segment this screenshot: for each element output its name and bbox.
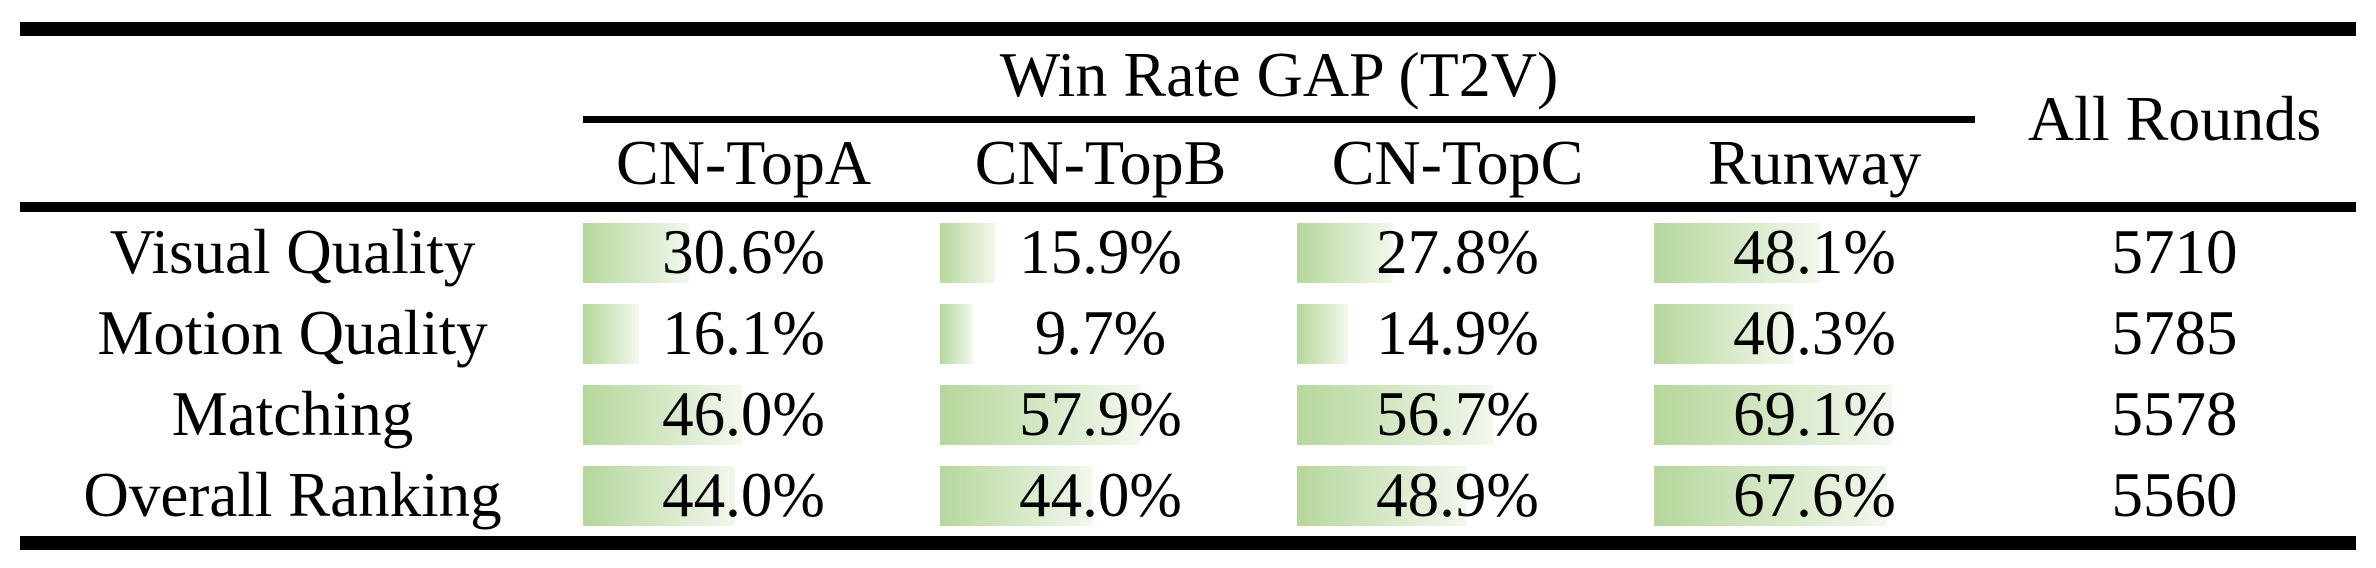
table-bottom-rule <box>20 536 2356 550</box>
table-cell: 40.3% <box>1636 293 1993 374</box>
column-header-cn-topb: CN-TopB <box>974 126 1227 198</box>
data-bar <box>1297 465 1466 526</box>
data-bar <box>583 384 742 445</box>
cell-value: 16.1% <box>662 298 825 368</box>
table-cell: 48.1% <box>1636 212 1993 293</box>
table-cell: 56.7% <box>1279 374 1636 455</box>
data-bar <box>1654 465 1888 526</box>
all-rounds-cell: 5785 <box>1993 293 2356 374</box>
group-header-underline <box>583 116 1975 123</box>
group-header-title: Win Rate GAP (T2V) <box>999 39 1559 110</box>
table-cell: 69.1% <box>1636 374 1993 455</box>
table-cell: 44.0% <box>922 455 1279 536</box>
cell-value: 5710 <box>2111 217 2238 287</box>
table-cell: 46.0% <box>565 374 922 455</box>
table-cell: 44.0% <box>565 455 922 536</box>
table-cell: 14.9% <box>1279 293 1636 374</box>
cell-value: 30.6% <box>662 217 825 287</box>
cell-value: 5785 <box>2111 298 2238 368</box>
column-header-all-rounds: All Rounds <box>2027 83 2322 154</box>
cell-value: 27.8% <box>1376 217 1539 287</box>
cell-value: 15.9% <box>1019 217 1182 287</box>
table-cell: 30.6% <box>565 212 922 293</box>
all-rounds-cell: 5578 <box>1993 374 2356 455</box>
cell-value: 9.7% <box>1034 298 1167 368</box>
row-label-matching: Matching <box>171 379 414 449</box>
cell-value: 5560 <box>2111 460 2238 530</box>
data-bar <box>940 222 995 283</box>
data-bar <box>940 465 1092 526</box>
data-bar <box>1297 222 1393 283</box>
table-body: Visual Quality 30.6% 15.9% 27.8% 48.1% 5… <box>20 212 2356 536</box>
data-bar <box>1654 303 1794 364</box>
data-bar <box>1654 384 1893 445</box>
table-header: Win Rate GAP (T2V) All Rounds CN-TopA CN… <box>20 36 2356 202</box>
data-bar <box>583 303 639 364</box>
cell-value: 48.9% <box>1376 460 1539 530</box>
data-bar <box>1297 384 1493 445</box>
cell-value: 44.0% <box>1019 460 1182 530</box>
group-header-cell: Win Rate GAP (T2V) <box>565 36 1993 123</box>
header-spacer <box>20 36 565 123</box>
column-header-cn-topa: CN-TopA <box>615 126 872 198</box>
cell-value: 56.7% <box>1376 379 1539 449</box>
cell-value: 46.0% <box>662 379 825 449</box>
table-cell: 48.9% <box>1279 455 1636 536</box>
row-label-motion-quality: Motion Quality <box>97 298 488 368</box>
table-cell: 67.6% <box>1636 455 1993 536</box>
cell-value: 48.1% <box>1733 217 1896 287</box>
data-bar <box>1297 303 1349 364</box>
table-cell: 9.7% <box>922 293 1279 374</box>
data-bar <box>940 303 974 364</box>
all-rounds-cell: 5560 <box>1993 455 2356 536</box>
data-bar <box>583 465 735 526</box>
data-bar <box>1654 222 1820 283</box>
table-header-rule <box>20 202 2356 212</box>
row-label-visual-quality: Visual Quality <box>109 217 476 287</box>
table-top-rule <box>20 22 2356 36</box>
cell-value: 44.0% <box>662 460 825 530</box>
all-rounds-cell: 5710 <box>1993 212 2356 293</box>
row-label-overall-ranking: Overall Ranking <box>83 460 502 530</box>
column-header-runway: Runway <box>1707 126 1922 198</box>
data-bar <box>940 384 1140 445</box>
table-cell: 57.9% <box>922 374 1279 455</box>
cell-value: 69.1% <box>1733 379 1896 449</box>
cell-value: 40.3% <box>1733 298 1896 368</box>
data-bar <box>583 222 689 283</box>
table-cell: 27.8% <box>1279 212 1636 293</box>
table-cell: 16.1% <box>565 293 922 374</box>
cell-value: 67.6% <box>1733 460 1896 530</box>
cell-value: 5578 <box>2111 379 2238 449</box>
cell-value: 57.9% <box>1019 379 1182 449</box>
column-header-cn-topc: CN-TopC <box>1331 126 1584 198</box>
cell-value: 14.9% <box>1376 298 1539 368</box>
table-cell: 15.9% <box>922 212 1279 293</box>
